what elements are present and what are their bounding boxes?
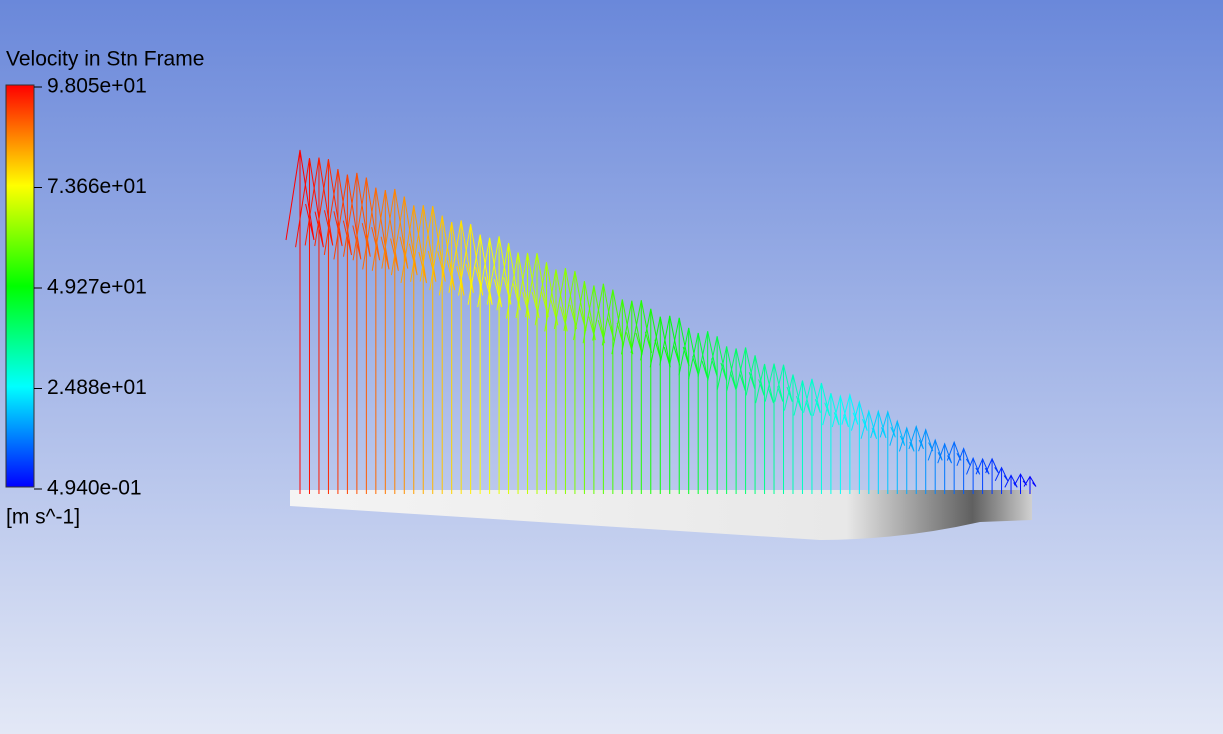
- vector-head: [611, 299, 634, 355]
- vector-head: [477, 237, 503, 308]
- legend-unit: [m s^-1]: [6, 506, 80, 529]
- vector-head: [803, 378, 821, 413]
- vector-head: [620, 300, 643, 355]
- vector-head: [601, 289, 624, 346]
- vector-head: [553, 268, 578, 330]
- vector-head: [937, 442, 953, 464]
- vector-head: [841, 392, 859, 425]
- vector-head: [640, 308, 662, 361]
- vector-head: [860, 409, 878, 439]
- legend-label: 4.940e-01: [47, 477, 142, 500]
- legend-label: 9.805e+01: [47, 75, 147, 98]
- vector-head: [918, 428, 934, 452]
- vector-head: [486, 236, 512, 305]
- vector-head: [985, 457, 999, 474]
- vector-head: [668, 317, 690, 367]
- color-bar: [5, 84, 35, 488]
- vector-head: [822, 393, 840, 426]
- vector-head: [745, 355, 765, 396]
- vector-head: [649, 316, 671, 368]
- vector-head: [707, 336, 728, 381]
- vector-head: [697, 331, 718, 377]
- vector-head: [946, 440, 962, 461]
- vector-head: [898, 426, 915, 452]
- legend-label: 4.927e+01: [47, 276, 147, 299]
- vector-head: [515, 252, 540, 319]
- vector-head: [783, 374, 803, 411]
- vector-head: [678, 327, 699, 376]
- vector-head: [410, 205, 437, 282]
- legend-label: 2.488e+01: [47, 376, 147, 399]
- vector-head: [975, 457, 990, 475]
- blade-surface: [290, 490, 1032, 540]
- vector-head: [870, 409, 887, 439]
- vector-head: [467, 234, 493, 305]
- vector-head: [573, 281, 596, 341]
- vector-head: [582, 285, 606, 344]
- legend-title: Velocity in Stn Frame: [6, 48, 204, 71]
- vector-head: [688, 332, 709, 380]
- vector-head: [764, 363, 784, 402]
- vector-head: [774, 364, 793, 402]
- vector-head: [716, 346, 737, 390]
- vector-head: [419, 206, 446, 282]
- vector-head: [994, 466, 1009, 482]
- vector-head: [1013, 473, 1028, 486]
- vector-head: [630, 300, 653, 354]
- vector-head: [438, 222, 465, 296]
- vector-head: [735, 347, 756, 389]
- vector-head: [534, 262, 559, 326]
- vector-head: [429, 215, 456, 291]
- vector-head: [505, 252, 531, 319]
- legend-label: 7.366e+01: [47, 175, 147, 198]
- vector-head: [956, 447, 971, 467]
- vector-head: [458, 224, 484, 296]
- vector-head: [1004, 474, 1018, 488]
- velocity-vectors: [285, 149, 1037, 494]
- vector-head: [831, 394, 849, 428]
- vector-head: [1023, 475, 1037, 487]
- vector-head: [544, 269, 568, 332]
- vector-head: [879, 409, 896, 438]
- legend-ticks: 9.805e+01 7.366e+01 4.927e+01 2.488e+01 4.94…: [34, 75, 147, 500]
- vector-head: [448, 220, 474, 293]
- vector-head: [496, 243, 521, 311]
